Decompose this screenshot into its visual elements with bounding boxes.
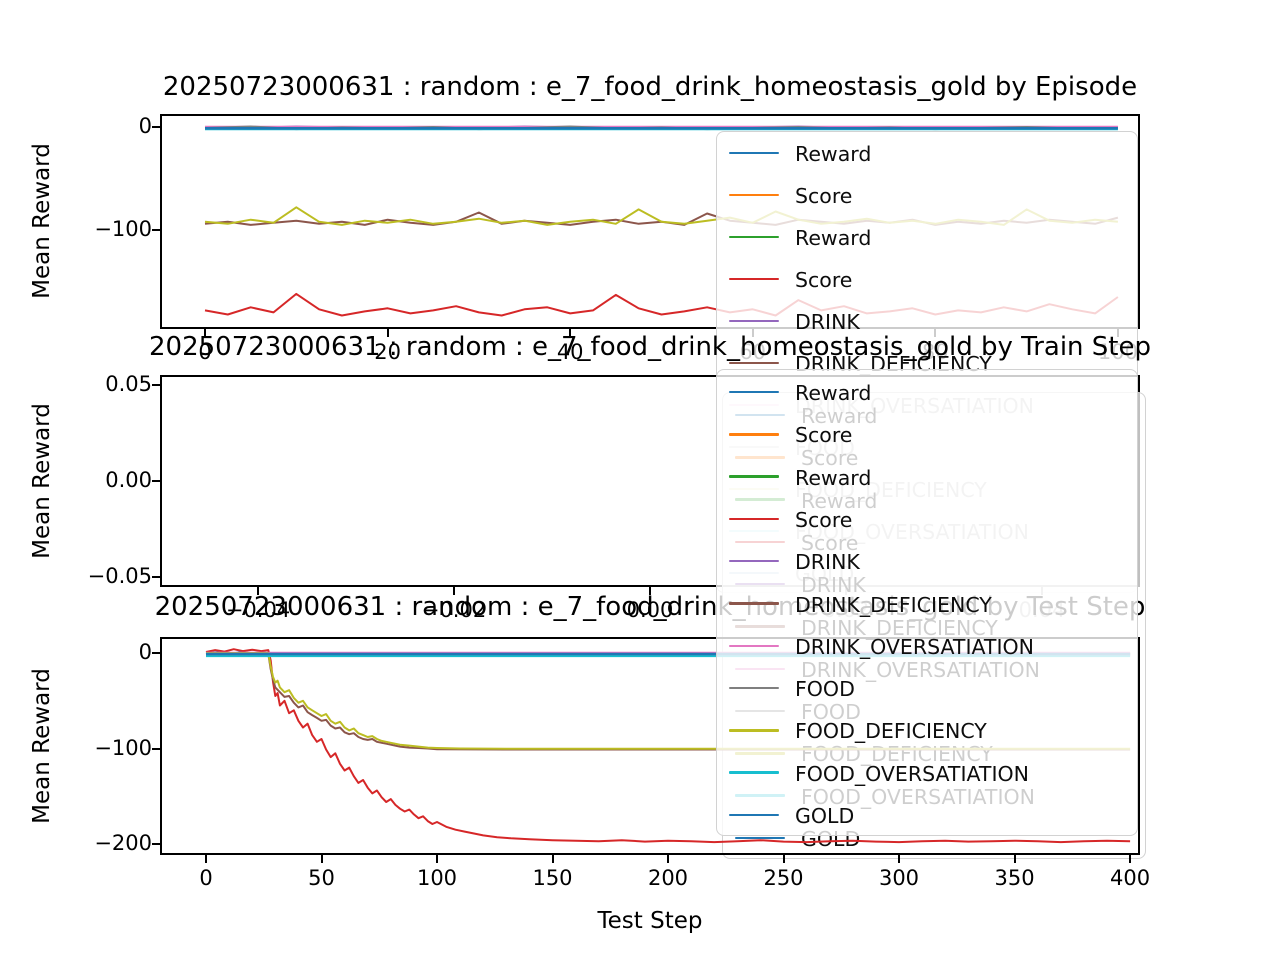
- legend-line-sample: [729, 361, 779, 365]
- x-tick-mark: [257, 587, 259, 595]
- legend-entry-FOOD_DEFICIENCY: FOOD_DEFICIENCY: [795, 719, 987, 744]
- y-tick-label: 0: [138, 640, 152, 664]
- legend-entry-GOLD: GOLD: [795, 804, 855, 828]
- x-axis-label: Test Step: [597, 908, 703, 934]
- x-tick-mark: [453, 587, 455, 595]
- legend-entry-DRINK_OVERSATIATION: DRINK_OVERSATIATION: [795, 634, 1034, 659]
- legend-line-sample: [729, 729, 779, 732]
- y-tick-label: −100: [94, 735, 152, 760]
- legend-line-sample: [729, 475, 779, 478]
- x-tick-mark: [436, 855, 438, 863]
- legend-entry-FOOD: FOOD: [795, 677, 855, 702]
- legend-entry-Score: Score: [795, 268, 853, 292]
- legend-line-sample: [729, 319, 779, 323]
- x-tick-label: 0.00: [626, 598, 674, 622]
- legend-entry-DRINK: DRINK: [795, 550, 860, 575]
- x-tick-label: 300: [878, 866, 920, 890]
- x-tick-label: 40: [556, 340, 584, 364]
- legend-entry-FOOD_OVERSATIATION: FOOD_OVERSATIATION: [795, 761, 1029, 786]
- x-tick-mark: [205, 855, 207, 863]
- y-tick-label: −200: [94, 831, 152, 855]
- x-tick-label: 0: [198, 340, 212, 364]
- legend-line-sample: [729, 193, 779, 197]
- x-tick-mark: [898, 855, 900, 863]
- y-tick-label: 0: [138, 114, 152, 138]
- x-tick-label: 400: [1110, 866, 1151, 890]
- legend-test-step: Reward Score Reward Score DRINK DRINK_DEFICIE…: [716, 369, 1138, 836]
- legend-entry-Reward: Reward: [795, 142, 872, 166]
- y-tick-mark: [152, 652, 160, 654]
- legend-line-sample: [729, 277, 779, 281]
- legend-line-sample: [729, 644, 779, 648]
- x-tick-label: −0.02: [421, 598, 487, 622]
- x-tick-mark: [667, 855, 669, 863]
- legend-line-sample: [729, 602, 779, 605]
- y-tick-label: 0.05: [105, 371, 152, 396]
- plot-area: [160, 114, 1140, 329]
- x-tick-mark: [649, 587, 651, 595]
- x-tick-mark: [320, 855, 323, 863]
- y-tick-mark: [152, 229, 160, 231]
- y-tick-mark: [152, 383, 160, 386]
- x-tick-label: 150: [532, 866, 573, 890]
- legend-entry-Reward: Reward: [795, 226, 872, 250]
- x-tick-mark: [551, 855, 554, 863]
- legend-line-sample: [729, 813, 779, 817]
- legend-entry-DRINK_DEFICIENCY: DRINK_DEFICIENCY: [795, 592, 992, 617]
- x-tick-label: 350: [994, 866, 1035, 890]
- legend-entry-Score: Score: [795, 423, 853, 448]
- y-tick-label: 0.00: [105, 468, 152, 492]
- x-tick-label: 50: [308, 866, 335, 890]
- x-tick-label: 100: [416, 866, 458, 890]
- legend-line-sample: [729, 390, 779, 394]
- legend-line-sample: [729, 433, 779, 436]
- x-tick-mark: [569, 329, 572, 337]
- legend-entry-DRINK: DRINK: [795, 310, 860, 334]
- y-tick-label: −100: [94, 217, 152, 241]
- y-tick-mark: [152, 480, 160, 482]
- x-tick-label: −0.04: [225, 598, 291, 622]
- x-tick-mark: [204, 329, 206, 337]
- legend-entry-Score: Score: [795, 507, 853, 532]
- y-tick-mark: [152, 843, 160, 845]
- subplot-train-step-title: 20250723000631 : random : e_7_food_drink…: [149, 332, 1151, 362]
- legend-line-sample: [729, 151, 779, 155]
- y-tick-label: −0.05: [87, 564, 152, 589]
- legend-line-sample: [729, 771, 779, 774]
- plot-area: [160, 637, 1140, 855]
- legend-line-sample: [729, 235, 779, 239]
- x-tick-mark: [386, 329, 389, 337]
- legend-entry-Reward: Reward: [795, 381, 872, 405]
- x-tick-label: 200: [647, 866, 689, 890]
- subplot-episode-title: 20250723000631 : random : e_7_food_drink…: [162, 72, 1138, 102]
- legend-line-sample: [729, 559, 779, 563]
- x-tick-mark: [782, 855, 785, 863]
- x-tick-mark: [1129, 855, 1132, 863]
- legend-entry-Score: Score: [795, 184, 853, 208]
- y-tick-mark: [152, 576, 160, 579]
- x-tick-label: 20: [374, 340, 401, 364]
- legend-line-sample: [729, 686, 779, 690]
- x-tick-label: 250: [763, 866, 804, 890]
- legend-line-sample: [729, 517, 779, 521]
- y-tick-mark: [152, 126, 160, 128]
- x-tick-mark: [1013, 855, 1016, 863]
- legend-entry-Reward: Reward: [795, 465, 872, 490]
- x-tick-label: 0: [199, 866, 213, 890]
- y-tick-mark: [152, 747, 160, 750]
